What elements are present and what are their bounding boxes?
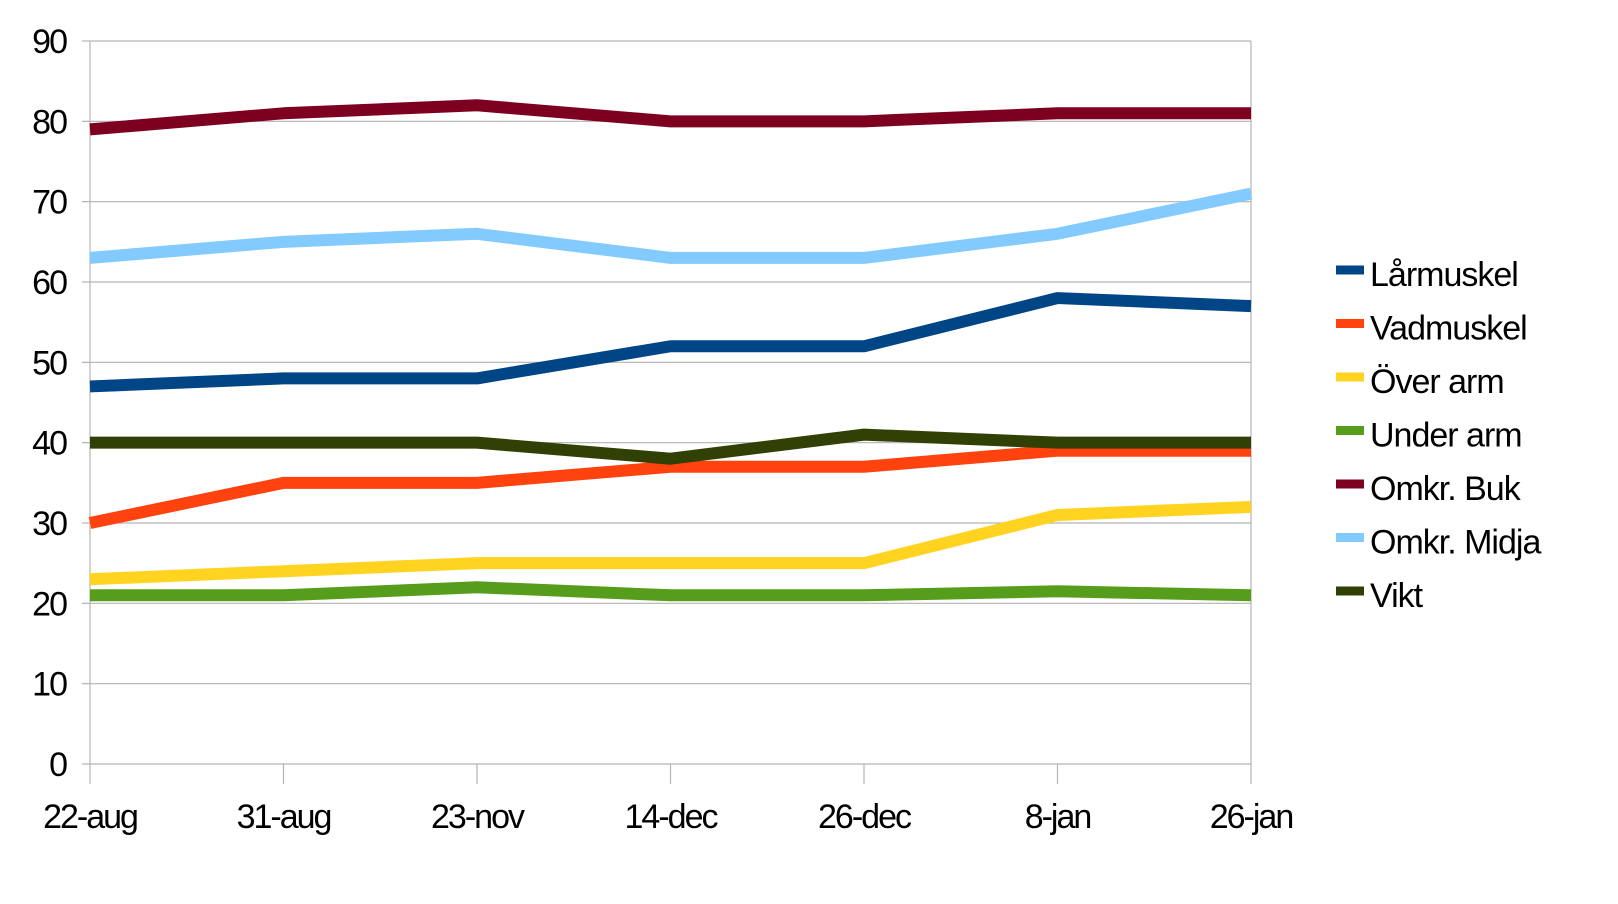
y-tick-label: 80 bbox=[32, 103, 67, 141]
x-tick-label: 22-aug bbox=[43, 798, 137, 836]
y-axis-tick-labels: 0 10 20 30 40 50 60 70 80 90 bbox=[32, 23, 69, 784]
legend-label: Omkr. Midja bbox=[1370, 524, 1541, 562]
series-line-vadmuskel bbox=[88, 444, 1251, 529]
series-line-omkr-buk bbox=[89, 99, 1251, 136]
legend-label: Vadmuskel bbox=[1370, 310, 1527, 348]
legend-item: Omkr. Buk bbox=[1336, 470, 1523, 508]
y-tick-label: 30 bbox=[32, 505, 67, 543]
y-tick-label: 90 bbox=[32, 23, 67, 61]
axes bbox=[82, 40, 1252, 784]
y-tick-label: 10 bbox=[32, 666, 67, 704]
legend-item: Över arm bbox=[1336, 363, 1505, 401]
legend-item: Under arm bbox=[1336, 417, 1523, 455]
y-tick-label: 40 bbox=[32, 425, 67, 463]
x-tick-label: 26-jan bbox=[1210, 798, 1293, 836]
legend: Lårmuskel Vadmuskel Över arm Under arm Omkr.… bbox=[1336, 256, 1542, 615]
series-line-över-arm bbox=[89, 500, 1252, 586]
y-tick-label: 70 bbox=[32, 184, 67, 222]
series-lines bbox=[88, 99, 1253, 602]
legend-label: Under arm bbox=[1370, 417, 1522, 455]
y-tick-label: 20 bbox=[32, 585, 67, 623]
x-tick-label: 26-dec bbox=[818, 798, 912, 836]
legend-item: Omkr. Midja bbox=[1336, 524, 1542, 562]
series-line-omkr-midja bbox=[89, 187, 1253, 264]
y-tick-label: 50 bbox=[32, 344, 67, 382]
legend-label: Lårmuskel bbox=[1370, 256, 1518, 294]
y-tick-label: 60 bbox=[32, 264, 67, 302]
y-tick-label: 0 bbox=[49, 746, 67, 784]
series-line-vikt bbox=[90, 428, 1251, 465]
series-line-lårmuskel bbox=[89, 292, 1252, 393]
legend-item: Vikt bbox=[1336, 577, 1425, 615]
legend-label: Över arm bbox=[1370, 363, 1504, 401]
x-tick-label: 23-nov bbox=[431, 798, 525, 836]
legend-label: Vikt bbox=[1370, 577, 1424, 615]
series-line-under-arm bbox=[90, 581, 1252, 602]
x-axis-tick-labels: 22-aug 31-aug 23-nov 14-dec 26-dec 8-jan 26-ja… bbox=[43, 798, 1294, 836]
legend-label: Omkr. Buk bbox=[1370, 470, 1522, 508]
legend-item: Lårmuskel bbox=[1336, 256, 1519, 294]
x-tick-label: 14-dec bbox=[625, 798, 719, 836]
x-tick-label: 31-aug bbox=[237, 798, 331, 836]
legend-item: Vadmuskel bbox=[1336, 310, 1528, 348]
gridlines bbox=[90, 40, 1252, 764]
x-tick-label: 8-jan bbox=[1025, 798, 1091, 836]
